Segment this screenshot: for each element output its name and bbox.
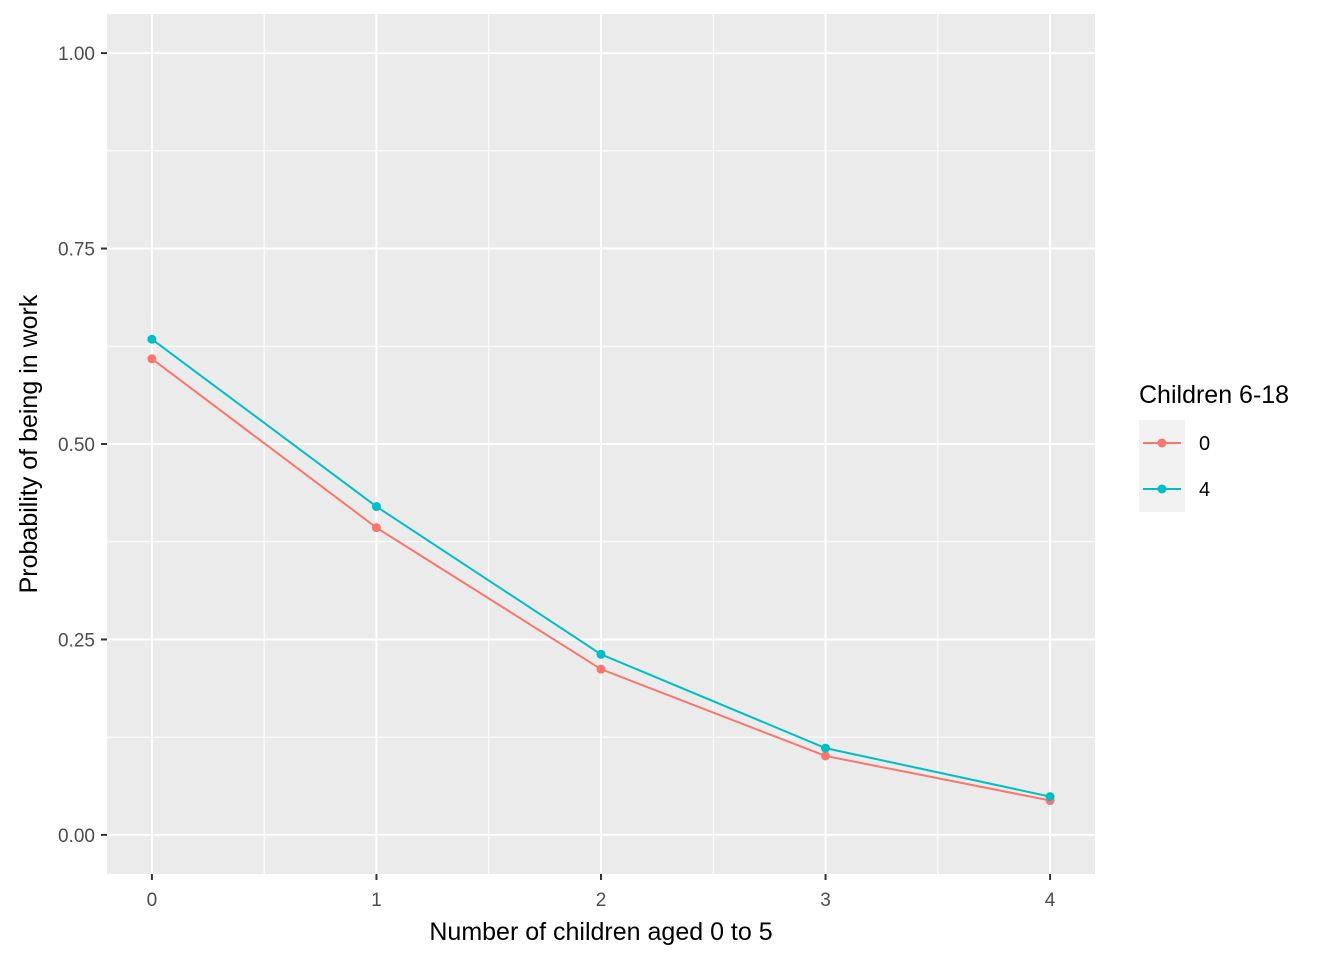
y-axis: 0.00 0.25 0.50 0.75 1.00 [58,44,107,847]
legend: Children 6-18 0 4 [1139,381,1289,512]
data-point [821,751,831,761]
x-axis-title: Number of children aged 0 to 5 [429,918,772,946]
x-tick-label: 3 [820,890,831,911]
data-point [147,334,157,344]
x-tick-label: 4 [1045,890,1056,911]
x-axis: 0 1 2 3 4 [147,874,1056,911]
x-tick-label: 2 [596,890,607,911]
data-point [147,354,157,364]
y-tick-label: 1.00 [58,44,95,65]
data-point [821,743,831,753]
legend-key-background [1139,420,1185,512]
data-point [371,523,381,533]
y-tick-label: 0.75 [58,240,95,261]
legend-label: 0 [1199,433,1210,455]
series-layer [147,334,1055,806]
series-4 [147,334,1055,802]
legend-title: Children 6-18 [1139,381,1289,409]
legend-item: 4 [1143,479,1210,501]
x-tick-label: 0 [147,890,158,911]
data-point [596,664,606,674]
grid-major [107,14,1095,874]
data-point [596,649,606,659]
y-axis-title: Probability of being in work [15,294,43,593]
legend-key-point [1157,484,1167,494]
legend-label: 4 [1199,479,1210,501]
legend-item: 0 [1143,433,1210,455]
legend-key-point [1157,438,1167,448]
data-point [371,502,381,512]
data-point [1045,792,1055,802]
y-tick-label: 0.50 [58,435,95,456]
x-tick-label: 1 [371,890,382,911]
y-tick-label: 0.00 [58,826,95,847]
y-tick-label: 0.25 [58,630,95,651]
